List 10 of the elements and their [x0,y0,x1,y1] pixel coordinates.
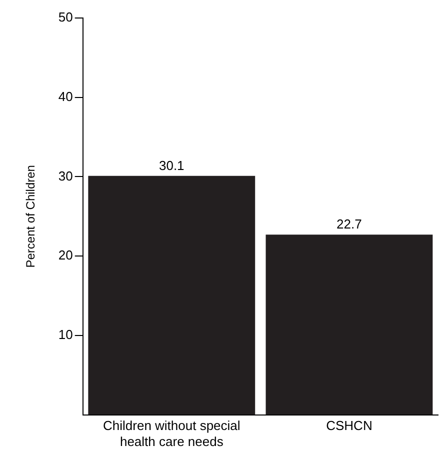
y-axis-title: Percent of Children [24,165,38,268]
y-tick-label: 40 [58,88,73,104]
y-tick-label: 10 [58,327,73,342]
y-tick-label: 20 [58,248,73,263]
data-label: 30.1 [158,158,184,174]
x-tick-label: CSHCN [326,418,372,434]
y-tick-label: 50 [58,10,73,25]
x-tick-label: Children without special health care needs [102,418,240,449]
data-label: 22.7 [336,216,362,232]
y-tick-label: 30 [58,168,73,184]
